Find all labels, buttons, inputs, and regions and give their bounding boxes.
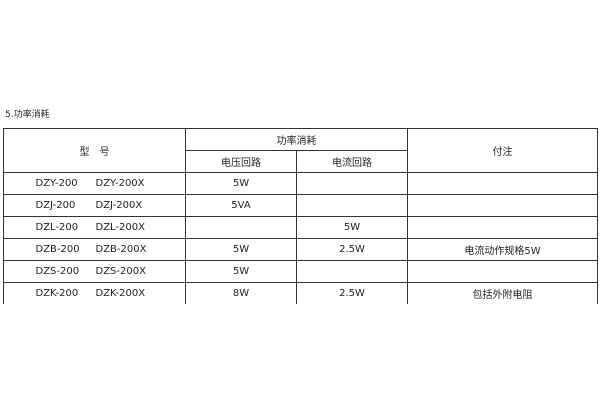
voltage-cell: 5W	[185, 260, 297, 283]
table-row: DZS-200 DZS-200X 5W	[3, 260, 598, 283]
current-cell	[296, 172, 408, 195]
header-current: 电流回路	[296, 150, 408, 173]
table-row: DZB-200 DZB-200X 5W 2.5W 电流动作规格5W	[3, 238, 598, 261]
section-title: 5.功率消耗	[5, 110, 50, 120]
model-a: DZL-200	[35, 222, 79, 233]
table-row: DZL-200 DZL-200X 5W	[3, 216, 598, 239]
subheader-row: 电压回路 电流回路	[4, 150, 598, 173]
model-cell: DZB-200 DZB-200X	[3, 238, 186, 261]
table-row: DZY-200 DZY-200X 5W	[3, 172, 598, 195]
header-voltage: 电压回路	[185, 150, 297, 173]
model-a: DZY-200	[35, 178, 78, 189]
model-b: DZY-200X	[95, 178, 145, 189]
header-power: 功率消耗	[185, 128, 408, 151]
voltage-cell	[185, 216, 297, 239]
table-row: DZJ-200 DZJ-200X 5VA	[3, 194, 598, 217]
note-cell: 电流动作规格5W	[407, 238, 598, 261]
current-cell: 5W	[296, 216, 408, 239]
voltage-cell: 5W	[185, 238, 297, 261]
current-cell	[296, 194, 408, 217]
note-cell	[407, 260, 598, 283]
power-consumption-table: 型 号 功率消耗 付注 电压回路 电流回路 DZY-200 DZY-200X 5W D…	[3, 128, 598, 304]
header-row: 型 号 功率消耗 付注	[3, 128, 598, 173]
current-cell: 2.5W	[296, 282, 408, 304]
model-a: DZS-200	[35, 266, 80, 277]
header-note: 付注	[407, 128, 598, 173]
model-cell: DZS-200 DZS-200X	[3, 260, 186, 283]
note-cell	[407, 194, 598, 217]
note-cell: 包括外附电阻	[407, 282, 598, 304]
model-a: DZB-200	[35, 244, 80, 255]
model-a: DZK-200	[35, 288, 79, 299]
model-b: DZJ-200X	[95, 200, 143, 211]
model-cell: DZJ-200 DZJ-200X	[3, 194, 186, 217]
table-row: DZK-200 DZK-200X 8W 2.5W 包括外附电阻	[3, 282, 598, 304]
note-cell	[407, 172, 598, 195]
model-cell: DZL-200 DZL-200X	[3, 216, 186, 239]
voltage-cell: 5VA	[185, 194, 297, 217]
current-cell	[296, 260, 408, 283]
current-cell: 2.5W	[296, 238, 408, 261]
model-a: DZJ-200	[35, 200, 76, 211]
model-cell: DZK-200 DZK-200X	[3, 282, 186, 304]
note-cell	[407, 216, 598, 239]
model-b: DZB-200X	[95, 244, 147, 255]
model-b: DZL-200X	[95, 222, 146, 233]
model-b: DZS-200X	[95, 266, 146, 277]
voltage-cell: 5W	[185, 172, 297, 195]
model-cell: DZY-200 DZY-200X	[3, 172, 186, 195]
voltage-cell: 8W	[185, 282, 297, 304]
model-b: DZK-200X	[95, 288, 146, 299]
header-model: 型 号	[3, 128, 186, 173]
